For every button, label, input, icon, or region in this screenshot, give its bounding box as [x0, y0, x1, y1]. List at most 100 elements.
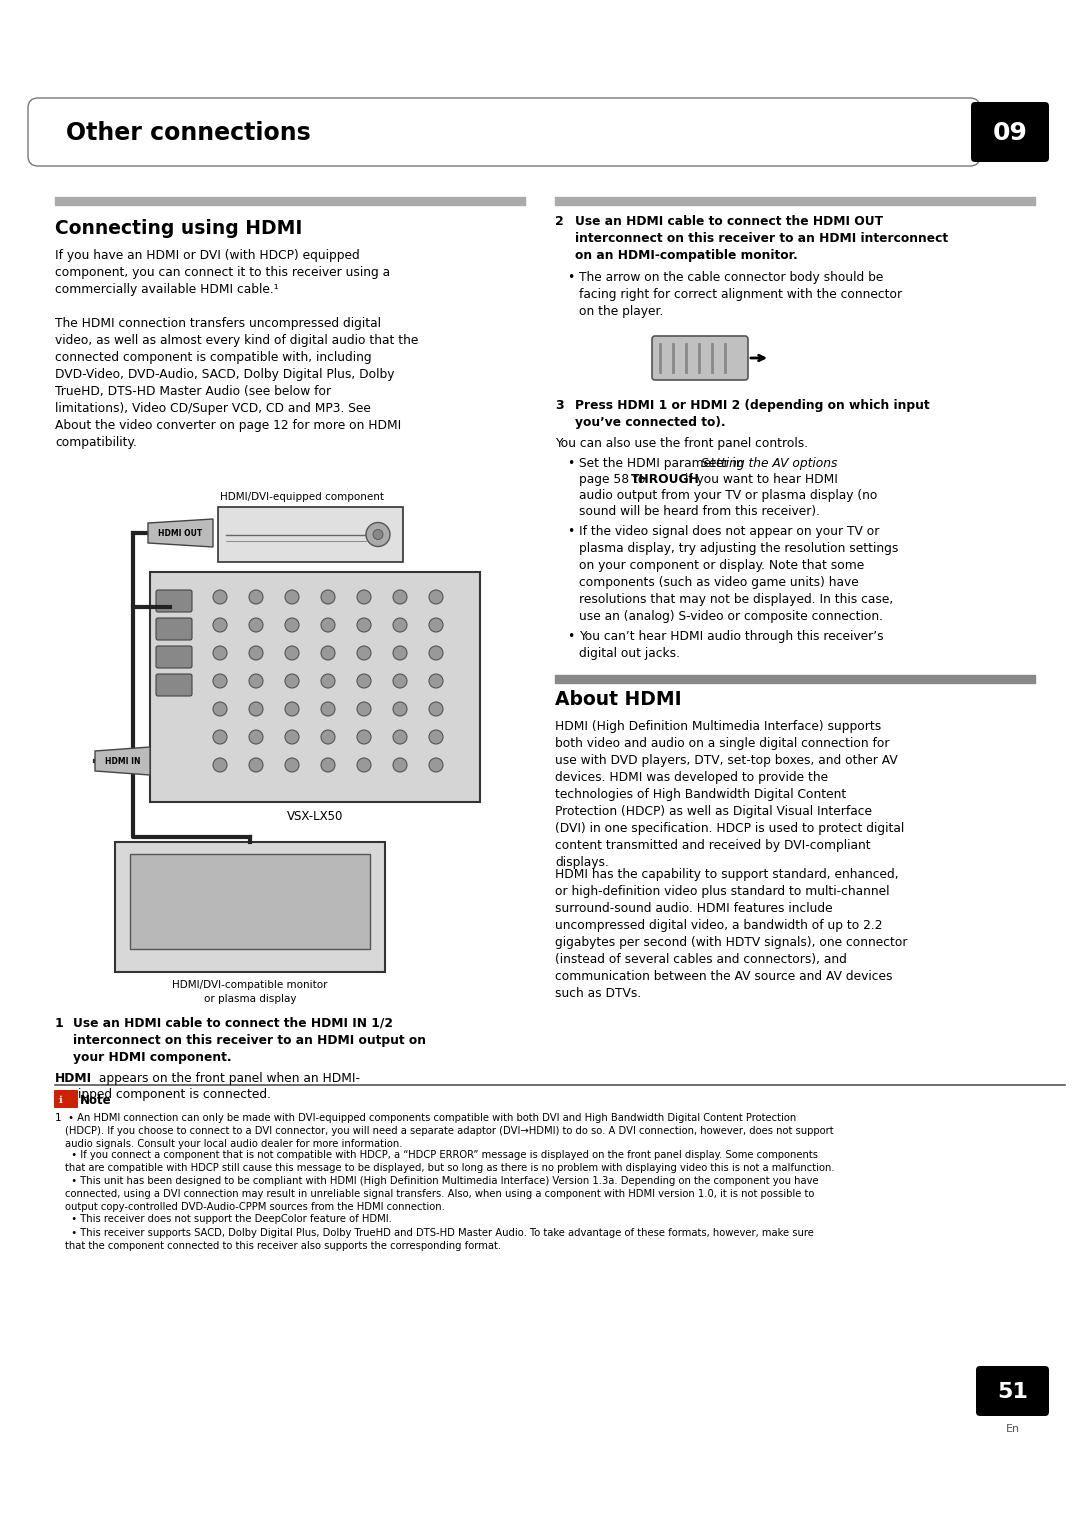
- Circle shape: [393, 758, 407, 772]
- Text: About HDMI: About HDMI: [555, 691, 681, 709]
- Text: Other connections: Other connections: [66, 121, 311, 145]
- Text: 3: 3: [555, 399, 564, 413]
- Circle shape: [285, 701, 299, 717]
- Circle shape: [373, 530, 383, 539]
- Circle shape: [429, 617, 443, 633]
- Bar: [218, 507, 403, 562]
- Text: sound will be heard from this receiver).: sound will be heard from this receiver).: [579, 504, 820, 518]
- Text: HDMI/DVI-equipped component: HDMI/DVI-equipped component: [220, 492, 384, 503]
- FancyBboxPatch shape: [156, 674, 192, 695]
- Text: audio output from your TV or plasma display (no: audio output from your TV or plasma disp…: [579, 489, 877, 503]
- Text: Press HDMI 1 or HDMI 2 (depending on which input
you’ve connected to).: Press HDMI 1 or HDMI 2 (depending on whi…: [575, 399, 930, 429]
- FancyBboxPatch shape: [971, 102, 1049, 162]
- Circle shape: [213, 701, 227, 717]
- Text: THROUGH: THROUGH: [631, 474, 700, 486]
- Text: If you have an HDMI or DVI (with HDCP) equipped
component, you can connect it to: If you have an HDMI or DVI (with HDCP) e…: [55, 249, 390, 296]
- Circle shape: [321, 758, 335, 772]
- Text: equipped component is connected.: equipped component is connected.: [55, 1088, 271, 1102]
- Text: The arrow on the cable connector body should be
facing right for correct alignme: The arrow on the cable connector body sh…: [579, 270, 902, 318]
- Circle shape: [249, 617, 264, 633]
- Circle shape: [321, 674, 335, 688]
- Circle shape: [393, 730, 407, 744]
- Text: ℹ: ℹ: [59, 1096, 63, 1105]
- Circle shape: [285, 730, 299, 744]
- Text: HDMI has the capability to support standard, enhanced,
or high-definition video : HDMI has the capability to support stand…: [555, 868, 907, 999]
- Text: • If you connect a component that is not compatible with HDCP, a “HDCP ERROR” me: • If you connect a component that is not…: [65, 1151, 835, 1174]
- Circle shape: [366, 523, 390, 547]
- Circle shape: [249, 730, 264, 744]
- Text: You can also use the front panel controls.: You can also use the front panel control…: [555, 437, 808, 451]
- Circle shape: [249, 590, 264, 604]
- Circle shape: [429, 590, 443, 604]
- Circle shape: [213, 617, 227, 633]
- Circle shape: [393, 674, 407, 688]
- Circle shape: [321, 701, 335, 717]
- Circle shape: [213, 646, 227, 660]
- Text: •: •: [567, 526, 575, 538]
- Circle shape: [357, 646, 372, 660]
- Circle shape: [357, 590, 372, 604]
- FancyBboxPatch shape: [156, 590, 192, 613]
- Circle shape: [249, 674, 264, 688]
- Circle shape: [213, 674, 227, 688]
- FancyBboxPatch shape: [54, 1089, 78, 1108]
- Circle shape: [213, 730, 227, 744]
- Text: HDMI OUT: HDMI OUT: [159, 530, 203, 538]
- Polygon shape: [95, 747, 150, 775]
- FancyBboxPatch shape: [28, 98, 980, 167]
- Text: • This unit has been designed to be compliant with HDMI (High Definition Multime: • This unit has been designed to be comp…: [65, 1177, 819, 1212]
- Text: •: •: [567, 630, 575, 643]
- Circle shape: [285, 758, 299, 772]
- Circle shape: [429, 674, 443, 688]
- Text: 51: 51: [997, 1381, 1028, 1403]
- Circle shape: [213, 590, 227, 604]
- Circle shape: [285, 590, 299, 604]
- Polygon shape: [148, 520, 213, 547]
- Text: • This receiver supports SACD, Dolby Digital Plus, Dolby TrueHD and DTS-HD Maste: • This receiver supports SACD, Dolby Dig…: [65, 1229, 814, 1251]
- Text: Note: Note: [80, 1094, 111, 1106]
- Text: •: •: [567, 270, 575, 284]
- Circle shape: [357, 674, 372, 688]
- Text: • An HDMI connection can only be made with DVI-equipped components compatible wi: • An HDMI connection can only be made wi…: [65, 1112, 834, 1149]
- Text: or plasma display: or plasma display: [204, 995, 296, 1004]
- Text: 09: 09: [993, 121, 1027, 145]
- Text: Use an HDMI cable to connect the HDMI IN 1/2
interconnect on this receiver to an: Use an HDMI cable to connect the HDMI IN…: [73, 1018, 426, 1063]
- FancyBboxPatch shape: [156, 646, 192, 668]
- Text: Set the HDMI parameter in: Set the HDMI parameter in: [579, 457, 747, 471]
- Circle shape: [285, 674, 299, 688]
- Circle shape: [357, 701, 372, 717]
- Text: 2: 2: [555, 215, 564, 228]
- Circle shape: [249, 646, 264, 660]
- FancyBboxPatch shape: [976, 1366, 1049, 1416]
- Text: HDMI: HDMI: [55, 1073, 92, 1085]
- Circle shape: [249, 701, 264, 717]
- Text: HDMI IN: HDMI IN: [105, 758, 140, 767]
- FancyBboxPatch shape: [652, 336, 748, 380]
- Circle shape: [393, 646, 407, 660]
- Circle shape: [321, 730, 335, 744]
- Text: Use an HDMI cable to connect the HDMI OUT
interconnect on this receiver to an HD: Use an HDMI cable to connect the HDMI OU…: [575, 215, 948, 261]
- Text: HDMI (High Definition Multimedia Interface) supports
both video and audio on a s: HDMI (High Definition Multimedia Interfa…: [555, 720, 904, 869]
- Circle shape: [249, 758, 264, 772]
- Circle shape: [393, 590, 407, 604]
- Text: HDMI/DVI-compatible monitor: HDMI/DVI-compatible monitor: [172, 979, 327, 990]
- Text: VSX-LX50: VSX-LX50: [287, 810, 343, 824]
- Text: 1: 1: [55, 1018, 64, 1030]
- Text: You can’t hear HDMI audio through this receiver’s
digital out jacks.: You can’t hear HDMI audio through this r…: [579, 630, 883, 660]
- Circle shape: [321, 590, 335, 604]
- FancyBboxPatch shape: [156, 617, 192, 640]
- Text: The HDMI connection transfers uncompressed digital
video, as well as almost ever: The HDMI connection transfers uncompress…: [55, 316, 418, 449]
- Circle shape: [285, 646, 299, 660]
- Circle shape: [285, 617, 299, 633]
- Text: Setting the AV options: Setting the AV options: [701, 457, 838, 471]
- Text: if you want to hear HDMI: if you want to hear HDMI: [681, 474, 838, 486]
- Text: •: •: [567, 457, 575, 471]
- Text: • This receiver does not support the DeepColor feature of HDMI.: • This receiver does not support the Dee…: [65, 1215, 392, 1224]
- Circle shape: [357, 730, 372, 744]
- Text: Connecting using HDMI: Connecting using HDMI: [55, 219, 302, 238]
- Text: En: En: [1005, 1424, 1020, 1433]
- Circle shape: [393, 701, 407, 717]
- Bar: [150, 571, 480, 802]
- Circle shape: [429, 758, 443, 772]
- Circle shape: [213, 758, 227, 772]
